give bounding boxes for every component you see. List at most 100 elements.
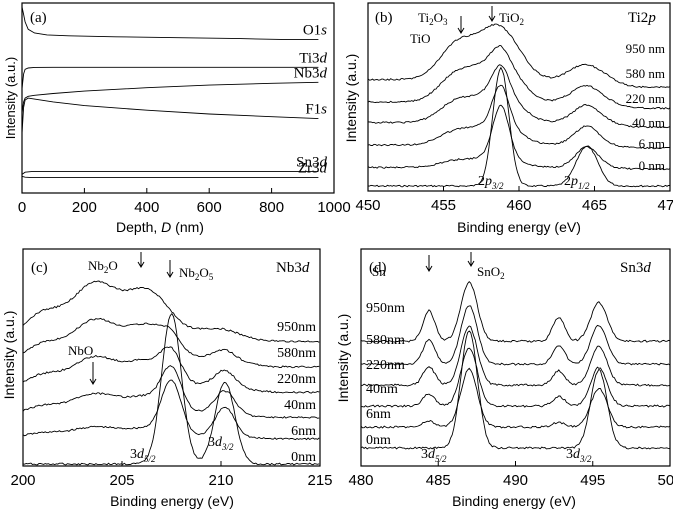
annot-nbo: NbO xyxy=(68,343,93,358)
panel-c-spectrum-4 xyxy=(22,317,320,369)
panel-d-sn3d: (d) Sn3d 480 485 490 495 500 950nm 580nm 220nm… xyxy=(335,248,673,509)
panel-a-curve-nb3d xyxy=(21,81,319,114)
arrow-tio2-head xyxy=(488,15,496,22)
panel-a-series-label-1: Ti3d xyxy=(299,50,327,66)
annot-3d52: 3d5/2 xyxy=(130,447,156,464)
panel-b-x-axis-label: Binding energy (eV) xyxy=(457,219,581,235)
panel-b-depth-label-1: 580 nm xyxy=(626,66,665,81)
panel-d-x-tick-label-0: 480 xyxy=(348,472,373,489)
panel-b-depth-label-3: 40 nm xyxy=(632,115,665,130)
panel-b-x-tick-label-3: 465 xyxy=(582,197,607,214)
panel-b-spectrum-1 xyxy=(367,104,671,171)
panel-c-x-axis-label: Binding energy (eV) xyxy=(110,493,234,509)
annot-sn-3d52: 3d5/2 xyxy=(421,447,447,464)
panel-d-x-tick-label-2: 490 xyxy=(503,472,528,489)
panel-a-curve-f1s xyxy=(21,97,319,134)
panel-c-spectrum-0 xyxy=(22,312,320,466)
panel-a-series-label-5: Zr3d xyxy=(298,161,328,177)
panel-a-x-tick-label-3: 600 xyxy=(197,199,222,216)
panel-a-curve-sn3d xyxy=(21,171,319,175)
panel-d-spectrum-4 xyxy=(360,305,671,366)
panel-c-title: Nb3d xyxy=(276,260,310,276)
panel-b-x-tick-label-2: 460 xyxy=(506,197,531,214)
panel-d-x-tick-label-3: 495 xyxy=(580,472,605,489)
panel-d-spectra xyxy=(360,281,671,450)
panel-d-x-tick-label-1: 485 xyxy=(426,472,451,489)
panel-c-depth-label-5: 0nm xyxy=(291,450,316,465)
panel-b-spectrum-2 xyxy=(367,84,671,150)
panel-d-depth-label-2: 220nm xyxy=(366,358,405,373)
annot-tio2: TiO2 xyxy=(499,10,524,27)
panel-c-y-axis-label: Intensity (a.u.) xyxy=(1,311,17,400)
panel-d-x-ticks: 480 485 490 495 500 xyxy=(348,461,673,489)
panel-c-depth-label-4: 6nm xyxy=(291,424,316,439)
panel-d-spectrum-0 xyxy=(360,330,671,450)
panel-d-x-axis-label: Binding energy (eV) xyxy=(452,493,576,509)
panel-a-frame xyxy=(21,2,335,194)
panel-d-x-tick-label-4: 500 xyxy=(657,472,673,489)
annot-sn-3d32: 3d3/2 xyxy=(566,447,592,464)
panel-d-depth-label-5: 0nm xyxy=(366,433,391,448)
panel-a-x-ticks: 0 200 400 600 800 1000 xyxy=(18,188,351,216)
panel-b-y-axis-label: Intensity (a.u.) xyxy=(343,54,359,143)
panel-c-spectrum-3 xyxy=(22,346,320,394)
panel-c-x-ticks: 200 205 210 215 xyxy=(10,461,333,489)
panel-d-title: Sn3d xyxy=(620,260,651,276)
panel-d-depth-labels: 950nm 580nm 220nm 40nm 6nm 0nm xyxy=(366,301,405,448)
panel-d-frame xyxy=(360,248,671,467)
panel-c-label: (c) xyxy=(31,260,48,276)
panel-c-x-tick-label-0: 200 xyxy=(10,472,35,489)
panel-b-depth-label-2: 220 nm xyxy=(626,91,665,106)
panel-c-frame xyxy=(22,248,321,467)
panel-c-spectra xyxy=(22,280,320,466)
panel-c-x-tick-label-3: 215 xyxy=(307,472,332,489)
annot-nb2o5: Nb2O5 xyxy=(179,265,214,282)
panel-a-x-axis-label: Depth, D (nm) xyxy=(116,219,204,235)
panel-d-label: (d) xyxy=(369,260,387,276)
panel-d-depth-label-3: 40nm xyxy=(366,382,398,397)
panel-b-depth-label-5: 0 nm xyxy=(639,158,665,173)
panel-a-label: (a) xyxy=(30,10,47,26)
panel-b-spectrum-0 xyxy=(367,66,670,188)
arrow-ti2o3-head xyxy=(457,27,465,34)
panel-a-x-tick-label-5: 1000 xyxy=(317,199,350,216)
panel-d-spectrum-3 xyxy=(360,325,671,387)
panel-b-depth-labels: 950 nm 580 nm 220 nm 40 nm 6 nm 0 nm xyxy=(626,41,665,173)
panel-b-ti2p: (b) Ti2p 450 455 460 465 470 950 nm 580 nm 220… xyxy=(343,2,673,235)
panel-a-curves xyxy=(21,6,319,179)
annot-3d32: 3d3/2 xyxy=(208,435,234,452)
panel-a-series-label-0: O1s xyxy=(303,23,327,39)
panel-b-spectrum-3 xyxy=(367,64,671,129)
panel-a-x-tick-label-0: 0 xyxy=(18,199,26,216)
annot-2p32: 2p3/2 xyxy=(478,174,504,191)
annot-tio: TiO xyxy=(410,31,430,46)
panel-d-spectrum-5 xyxy=(360,281,671,343)
panel-b-depth-label-0: 950 nm xyxy=(626,41,665,56)
panel-a-curve-zr3d xyxy=(21,175,319,179)
panel-b-title: Ti2p xyxy=(628,10,656,26)
annot-ti2o3: Ti2O3 xyxy=(418,10,448,27)
panel-b-spectrum-4 xyxy=(367,45,671,110)
panel-c-spectrum-2 xyxy=(22,365,320,419)
panel-d-depth-label-4: 6nm xyxy=(366,407,391,422)
panel-b-x-tick-label-4: 470 xyxy=(657,197,673,214)
arrow-nb2o-head xyxy=(137,261,145,268)
panel-b-spectra xyxy=(367,23,671,188)
panel-b-x-ticks: 450 455 460 465 470 xyxy=(355,186,673,214)
panel-c-spectrum-5 xyxy=(22,280,320,343)
arrow-nbo-head xyxy=(89,378,97,385)
panel-b-spectrum-5 xyxy=(367,23,671,89)
panel-d-depth-label-1: 580nm xyxy=(366,333,405,348)
panel-a-x-tick-label-1: 200 xyxy=(72,199,97,216)
panel-c-x-tick-label-1: 205 xyxy=(109,472,134,489)
annot-sno2: SnO2 xyxy=(477,264,505,281)
panel-a-y-axis-label: Intensity (a.u.) xyxy=(3,57,18,139)
annot-sn: Sn xyxy=(372,264,386,279)
panel-a-series-label-2: Nb3d xyxy=(294,65,328,81)
annot-nb2o: Nb2O xyxy=(88,258,118,275)
panel-d-y-axis-label: Intensity (a.u.) xyxy=(335,314,351,403)
annot-2p12: 2p1/2 xyxy=(564,174,590,191)
